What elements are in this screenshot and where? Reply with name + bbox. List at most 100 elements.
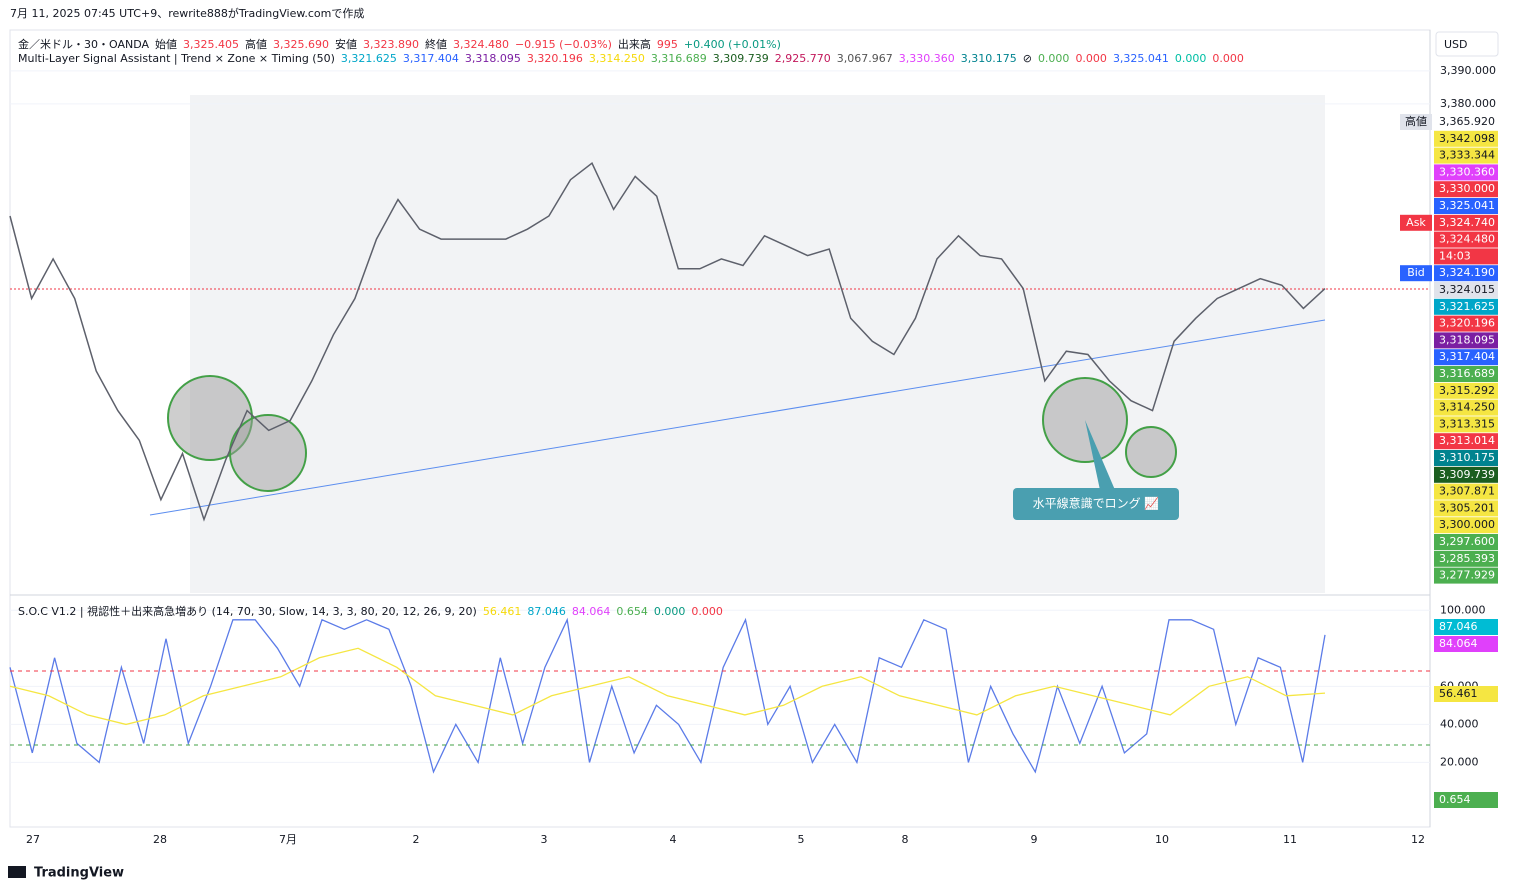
legend-item: ⊘ [1022, 52, 1032, 65]
y-tick-label: 40.000 [1440, 717, 1479, 730]
y-tick-label: 3,390.000 [1440, 64, 1496, 77]
legend-item: 3,309.739 [712, 52, 769, 65]
price-badge-text: 3,309.739 [1439, 468, 1495, 481]
y-tick-label: 3,380.000 [1440, 97, 1496, 110]
legend-item: −0.915 (−0.03%) [514, 38, 612, 51]
price-badge-text: 3,300.000 [1439, 518, 1495, 531]
legend-item: 金／米ドル・30・OANDA [18, 38, 150, 51]
legend-item: 0.000 [1174, 52, 1207, 65]
price-badge-text: 14:03 [1439, 249, 1471, 262]
price-badge [1434, 450, 1498, 466]
price-badge-text: 3,313.014 [1439, 434, 1495, 447]
price-badge-text: 3,277.929 [1439, 569, 1495, 582]
price-badge [1434, 332, 1498, 349]
price-badge-text: 3,313.315 [1439, 417, 1495, 430]
price-badge [1434, 181, 1498, 198]
price-badge-text: 3,324.015 [1439, 283, 1495, 296]
brand-logo [8, 866, 26, 878]
callout [1013, 488, 1179, 520]
x-tick-label: 4 [670, 833, 677, 846]
price-badge [1434, 214, 1498, 231]
legend-indicator: Multi-Layer Signal Assistant | Trend × Z… [18, 52, 1250, 65]
legend-main: 金／米ドル・30・OANDA 始値 3,325.405 高値 3,325.690 安値 3,… [18, 36, 787, 52]
price-badge-text: 3,330.360 [1439, 165, 1495, 178]
legend-item: 3,325.041 [1112, 52, 1169, 65]
price-badge [1434, 500, 1498, 517]
price-badge-text: 3,317.404 [1439, 350, 1495, 363]
legend-item: +0.400 (+0.01%) [683, 38, 781, 51]
legend-item: 3,317.404 [402, 52, 459, 65]
y-tick-label: 20.000 [1440, 755, 1479, 768]
marker-circle [229, 414, 307, 492]
price-badge-text: 3,324.480 [1439, 233, 1495, 246]
price-badge-text: 3,333.344 [1439, 149, 1495, 162]
price-badge-text: 3,325.041 [1439, 199, 1495, 212]
price-badge-text: 3,315.292 [1439, 384, 1495, 397]
legend-item: 高値 [245, 38, 268, 51]
price-badge-text: 3,342.098 [1439, 132, 1495, 145]
price-badge [1434, 619, 1498, 635]
legend-item: 3,323.890 [363, 38, 419, 51]
price-badge [1434, 315, 1498, 332]
badge-tag [1400, 214, 1432, 231]
price-badge [1434, 636, 1498, 652]
price-badge [1434, 550, 1498, 567]
legend-item: 0.000 [691, 605, 723, 618]
legend-item: 3,316.689 [650, 52, 707, 65]
price-badge [1434, 282, 1498, 298]
price-badge-text: 3,324.190 [1439, 266, 1495, 279]
price-badge [1434, 114, 1498, 130]
legend-item: 87.046 [527, 605, 566, 618]
price-badge-text: 3,321.625 [1439, 300, 1495, 313]
brand: TradingView [34, 866, 124, 881]
legend-osc: S.O.C V1.2 | 視認性＋出来高急増あり (14, 70, 30, Sl… [18, 603, 729, 619]
line [9, 647, 1326, 726]
price-badge-text: 3,318.095 [1439, 333, 1495, 346]
line [9, 617, 1326, 774]
legend-item: 3,325.690 [273, 38, 329, 51]
trend-line [149, 319, 1326, 516]
callout-pointer [1085, 420, 1115, 490]
price-badge-text: 3,307.871 [1439, 485, 1495, 498]
legend-item: 995 [656, 38, 678, 51]
x-tick-label: 28 [153, 833, 167, 846]
price-badge-text: 3,297.600 [1439, 535, 1495, 548]
line [9, 162, 1326, 522]
x-tick-label: 27 [26, 833, 40, 846]
legend-item: 0.654 [616, 605, 648, 618]
price-badge [1434, 349, 1498, 366]
price-badge-text: 87.046 [1439, 620, 1478, 633]
price-badge [1434, 399, 1498, 416]
price-badge [1434, 231, 1498, 248]
price-badge [1434, 416, 1498, 433]
price-badge [1434, 164, 1498, 181]
legend-item: 3,324.480 [452, 38, 509, 51]
price-badge [1434, 567, 1498, 584]
y-tick-label: 100.000 [1440, 603, 1486, 616]
price-badge [1434, 686, 1498, 702]
currency: USD [1444, 38, 1468, 51]
price-badge [1434, 792, 1498, 808]
price-badge [1434, 147, 1498, 164]
legend-item: 始値 [155, 38, 178, 51]
annotation: 水平線意識でロング 📈 [1033, 496, 1160, 511]
price-badge-text: 84.064 [1439, 637, 1478, 650]
legend-item: 3,325.405 [183, 38, 240, 51]
x-tick-label: 8 [902, 833, 909, 846]
x-tick-label: 7月 [279, 833, 297, 846]
price-badge-text: 3,316.689 [1439, 367, 1495, 380]
legend-item: 2,925.770 [774, 52, 831, 65]
x-tick-label: 11 [1283, 833, 1297, 846]
price-badge-text: 3,365.920 [1439, 115, 1495, 128]
legend-item: 3,330.360 [898, 52, 955, 65]
legend-item: 3,321.625 [340, 52, 397, 65]
legend-item: 56.461 [482, 605, 522, 618]
price-badge [1434, 265, 1498, 282]
price-badge [1434, 248, 1498, 265]
legend-item: 3,318.095 [464, 52, 521, 65]
currency-box [1435, 31, 1499, 57]
badge-tag-text: Bid [1407, 266, 1425, 279]
x-tick-label: 9 [1031, 833, 1038, 846]
marker-circle [1125, 426, 1177, 478]
